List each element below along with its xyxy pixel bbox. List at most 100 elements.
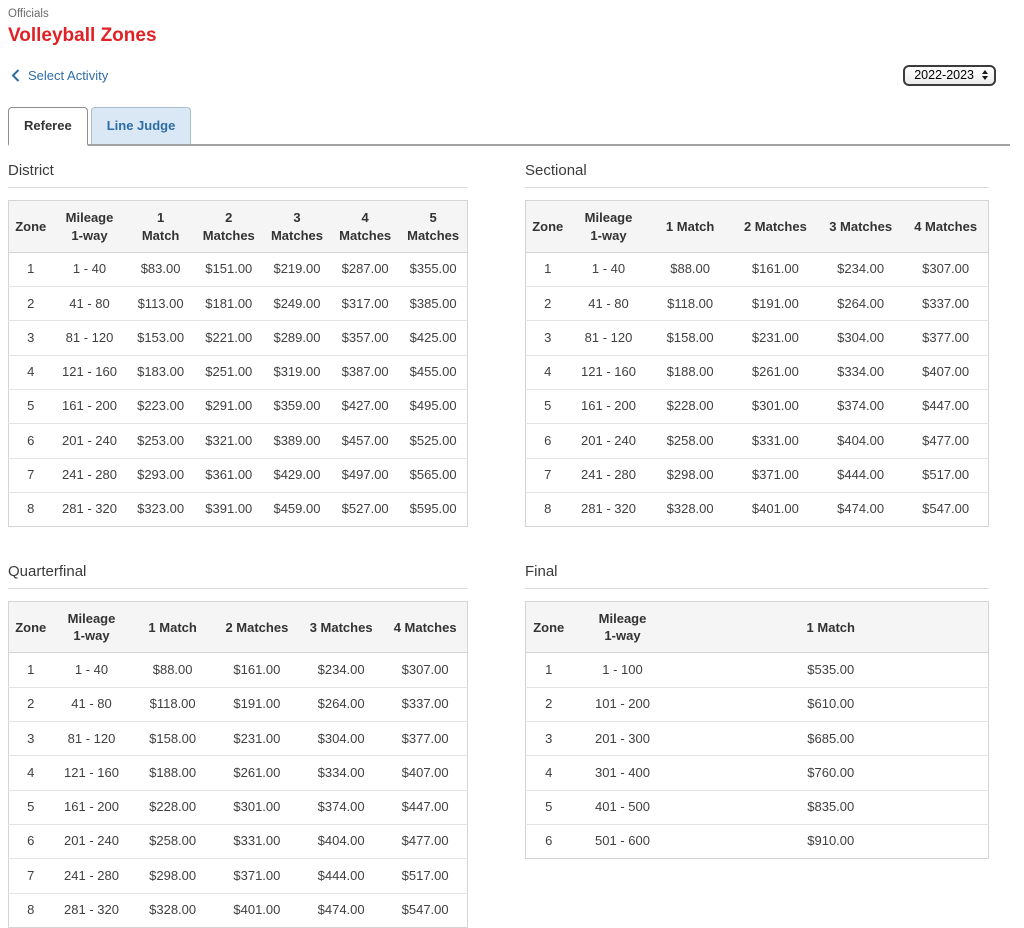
table-cell: 301 - 400 [572,756,674,790]
select-arrows-icon [982,70,988,80]
season-select-value: 2022-2023 [914,68,974,82]
column-header: 2 Matches [195,201,263,252]
table-header-row: ZoneMileage 1-way1 Match2 Matches3 Match… [526,201,989,252]
table-header-row: ZoneMileage 1-way1 Match [526,602,989,653]
column-header: Mileage 1-way [53,602,131,653]
table-cell: 8 [9,893,53,927]
column-header: Mileage 1-way [53,201,127,252]
column-header: 2 Matches [733,201,818,252]
table-cell: $188.00 [648,355,733,389]
table-cell: $535.00 [674,653,989,687]
table-cell: 101 - 200 [572,687,674,721]
table-cell: $113.00 [127,287,195,321]
section-title: Quarterfinal [8,563,468,589]
table-cell: $547.00 [383,893,467,927]
table-cell: $118.00 [648,287,733,321]
table-cell: $455.00 [399,355,467,389]
section-title: Final [525,563,989,589]
table-cell: $525.00 [399,424,467,458]
back-link[interactable]: Select Activity [8,68,108,83]
district-table: ZoneMileage 1-way1 Match2 Matches3 Match… [8,200,468,527]
table-cell: $298.00 [648,458,733,492]
table-cell: 4 [9,756,53,790]
table-cell: 6 [526,824,572,858]
table-row: 7241 - 280$293.00$361.00$429.00$497.00$5… [9,458,468,492]
table-cell: $304.00 [299,722,383,756]
table-cell: 41 - 80 [570,287,648,321]
tab-referee[interactable]: Referee [8,107,88,147]
column-header: 5 Matches [399,201,467,252]
table-cell: $321.00 [195,424,263,458]
table-cell: $374.00 [818,389,903,423]
column-header: 1 Match [131,602,215,653]
table-cell: 5 [9,389,53,423]
table-cell: $404.00 [299,824,383,858]
table-row: 241 - 80$113.00$181.00$249.00$317.00$385… [9,287,468,321]
table-cell: $527.00 [331,492,399,526]
table-cell: 1 [9,252,53,286]
tab-line-judge[interactable]: Line Judge [91,107,192,145]
table-cell: $361.00 [195,458,263,492]
table-header-row: ZoneMileage 1-way1 Match2 Matches3 Match… [9,201,468,252]
quarterfinal-table: ZoneMileage 1-way1 Match2 Matches3 Match… [8,601,468,928]
table-cell: $293.00 [127,458,195,492]
table-cell: 4 [526,355,570,389]
table-row: 11 - 100$535.00 [526,653,989,687]
column-header: Zone [526,201,570,252]
table-cell: $610.00 [674,687,989,721]
table-cell: $374.00 [299,790,383,824]
table-cell: $307.00 [903,252,988,286]
table-cell: 3 [526,722,572,756]
table-cell: 121 - 160 [53,756,131,790]
table-cell: 2 [526,287,570,321]
table-cell: $429.00 [263,458,331,492]
table-row: 8281 - 320$328.00$401.00$474.00$547.00 [9,893,468,927]
table-cell: $83.00 [127,252,195,286]
table-cell: 1 - 40 [53,252,127,286]
table-cell: $319.00 [263,355,331,389]
page: Officials Volleyball Zones Select Activi… [0,0,1016,928]
table-cell: $287.00 [331,252,399,286]
table-cell: $565.00 [399,458,467,492]
section-final: Final ZoneMileage 1-way1 Match 11 - 100$… [525,563,989,859]
table-row: 11 - 40$88.00$161.00$234.00$307.00 [9,653,468,687]
table-row: 4121 - 160$183.00$251.00$319.00$387.00$4… [9,355,468,389]
table-cell: $371.00 [215,859,299,893]
table-cell: $547.00 [903,492,988,526]
table-cell: 7 [9,458,53,492]
table-header-row: ZoneMileage 1-way1 Match2 Matches3 Match… [9,602,468,653]
table-row: 241 - 80$118.00$191.00$264.00$337.00 [9,687,468,721]
section-sectional: Sectional ZoneMileage 1-way1 Match2 Matc… [525,162,989,527]
table-row: 4121 - 160$188.00$261.00$334.00$407.00 [526,355,989,389]
table-cell: $253.00 [127,424,195,458]
table-cell: $181.00 [195,287,263,321]
chevron-left-icon [11,69,20,82]
column-header: Zone [9,602,53,653]
table-cell: $371.00 [733,458,818,492]
page-title: Volleyball Zones [8,25,1016,48]
table-cell: 1 [526,252,570,286]
table-cell: $231.00 [733,321,818,355]
table-row: 6201 - 240$253.00$321.00$389.00$457.00$5… [9,424,468,458]
table-cell: 5 [526,389,570,423]
table-row: 381 - 120$158.00$231.00$304.00$377.00 [9,722,468,756]
table-cell: $88.00 [131,653,215,687]
table-cell: $161.00 [733,252,818,286]
section-quarterfinal: Quarterfinal ZoneMileage 1-way1 Match2 M… [8,563,468,928]
table-cell: 41 - 80 [53,287,127,321]
table-cell: 241 - 280 [53,458,127,492]
table-cell: $357.00 [331,321,399,355]
table-cell: 7 [526,458,570,492]
table-row: 5161 - 200$228.00$301.00$374.00$447.00 [9,790,468,824]
table-row: 5161 - 200$228.00$301.00$374.00$447.00 [526,389,989,423]
table-cell: 121 - 160 [570,355,648,389]
table-cell: $188.00 [131,756,215,790]
table-row: 3201 - 300$685.00 [526,722,989,756]
table-cell: $377.00 [383,722,467,756]
table-cell: 6 [9,824,53,858]
season-select[interactable]: 2022-2023 [903,65,996,86]
table-row: 11 - 40$88.00$161.00$234.00$307.00 [526,252,989,286]
table-cell: 5 [526,790,572,824]
table-cell: 3 [9,321,53,355]
table-cell: 241 - 280 [570,458,648,492]
